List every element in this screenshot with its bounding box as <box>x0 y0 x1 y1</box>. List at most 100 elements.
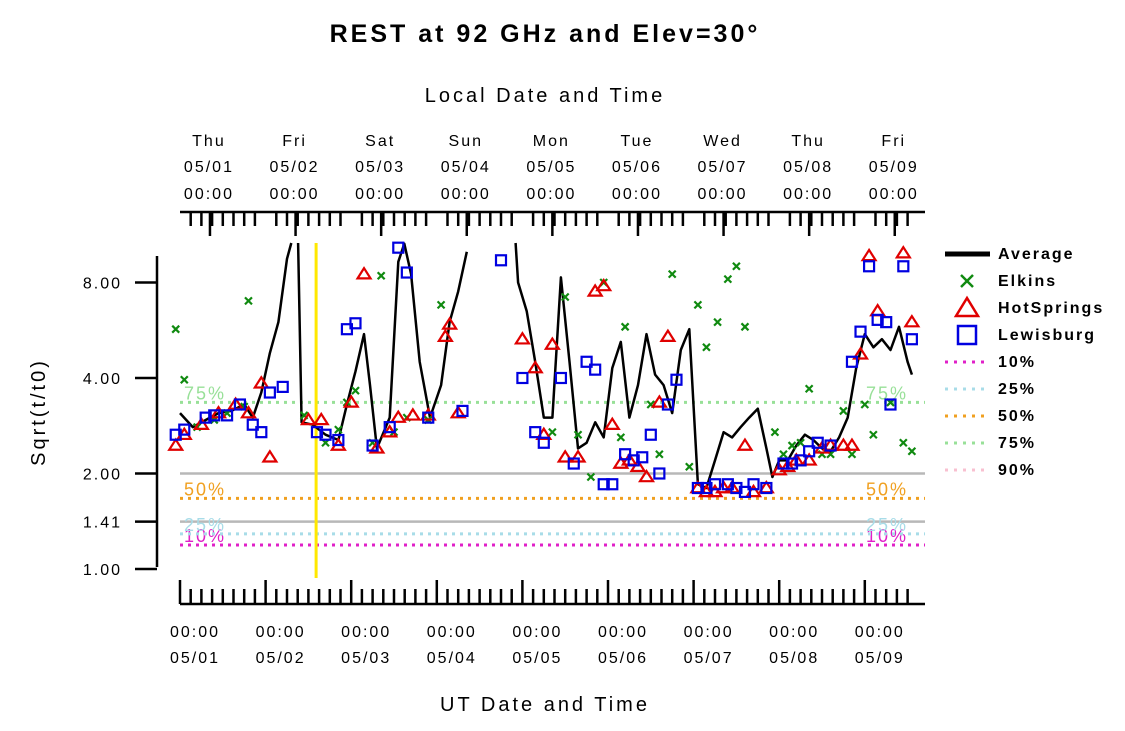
legend-label: 50% <box>998 408 1036 425</box>
top-tick-time: 00:00 <box>612 186 662 203</box>
bottom-axis-title: UT Date and Time <box>440 694 650 716</box>
series-lewisburg-point <box>760 481 773 495</box>
series-lewisburg-point <box>862 260 876 273</box>
series-hotsprings-point <box>167 437 185 451</box>
series-hotsprings-point <box>659 328 677 342</box>
bottom-tick-date: 05/04 <box>427 650 477 667</box>
series-lewisburg-point <box>700 481 713 495</box>
series-elkins-point <box>907 447 917 456</box>
top-tick-day: Sun <box>449 133 483 150</box>
legend-item-elkins: Elkins <box>960 273 1055 290</box>
top-tick-date: 05/04 <box>441 159 491 176</box>
series-elkins-point <box>770 427 780 437</box>
series-lewisburg-point <box>897 260 910 273</box>
series-hotsprings-point <box>595 277 613 292</box>
series-hotsprings-point <box>368 440 386 454</box>
series-hotsprings-point <box>355 266 373 280</box>
series-elkins-point <box>573 430 583 440</box>
series-lewisburg-point <box>494 254 508 267</box>
y-axis-title: Sqrt(t/t0) <box>28 358 50 466</box>
top-tick-time: 00:00 <box>355 186 405 203</box>
series-elkins-point <box>560 292 570 302</box>
percentile-label: 50% <box>866 479 908 499</box>
series-lewisburg-point <box>537 436 550 449</box>
legend-label: 25% <box>998 381 1036 398</box>
series-lewisburg-point <box>636 451 649 464</box>
top-tick-time: 00:00 <box>783 186 833 203</box>
top-tick-date: 05/03 <box>355 159 405 176</box>
series-hotsprings-point <box>638 468 656 483</box>
y-tick-label: 8.00 <box>83 276 122 293</box>
series-hotsprings-point <box>299 411 317 426</box>
series-elkins-point <box>436 300 446 310</box>
series-lewisburg-point <box>905 333 918 346</box>
series-lewisburg-point <box>319 428 332 441</box>
series-lewisburg-point <box>653 467 666 480</box>
series-hotsprings-point <box>239 405 257 419</box>
bottom-tick-date: 05/01 <box>170 650 220 667</box>
series-lewisburg-point <box>246 418 259 431</box>
series-lewisburg-point <box>178 423 191 436</box>
series-lewisburg-point <box>747 478 760 491</box>
bottom-tick-time: 00:00 <box>256 624 306 641</box>
series-lewisburg-point <box>794 454 807 467</box>
series-lewisburg-point <box>627 454 640 467</box>
legend-swatch <box>960 274 974 288</box>
top-tick-date: 05/05 <box>526 159 576 176</box>
series-lewisburg-point <box>803 445 816 458</box>
series-lewisburg-point <box>332 433 345 447</box>
series-elkins-point <box>616 433 626 442</box>
series-lewisburg-point <box>721 478 734 491</box>
top-tick-day: Fri <box>881 133 906 150</box>
series-lewisburg-point <box>400 266 413 279</box>
series-lewisburg-point <box>554 371 568 385</box>
top-tick-time: 00:00 <box>270 186 320 203</box>
top-tick-time: 00:00 <box>869 186 919 203</box>
series-elkins-point <box>869 430 878 440</box>
series-lewisburg-point <box>580 355 593 368</box>
legend-label: Average <box>998 246 1075 263</box>
series-elkins-point <box>732 261 741 271</box>
series-elkins-point <box>796 438 805 448</box>
series-hotsprings-point <box>449 405 467 419</box>
bottom-tick-date: 05/09 <box>855 650 905 667</box>
series-average-line <box>296 242 469 450</box>
series-lewisburg-point <box>383 421 396 434</box>
series-lewisburg-point <box>845 355 859 368</box>
percentile-label: 10% <box>866 526 908 546</box>
series-lewisburg-point <box>691 481 704 495</box>
series <box>167 241 921 498</box>
series-elkins-point <box>685 462 694 472</box>
series-hotsprings-point <box>436 328 454 342</box>
bottom-tick-time: 00:00 <box>855 624 905 641</box>
top-tick-day: Tue <box>620 133 653 150</box>
series-hotsprings-point <box>834 437 852 451</box>
bottom-tick-time: 00:00 <box>170 624 220 641</box>
series-lewisburg-point <box>366 439 379 452</box>
series-elkins-point <box>376 271 386 281</box>
percentile-label: 25% <box>866 515 908 535</box>
series-lewisburg-point <box>276 380 289 393</box>
legend-label: 90% <box>998 462 1036 479</box>
series-lewisburg-point <box>661 398 675 411</box>
series-elkins-point <box>713 317 722 327</box>
top-tick-day: Thu <box>192 133 226 150</box>
series-hotsprings-point <box>736 437 754 451</box>
series-lewisburg-point <box>871 313 884 326</box>
legend-item-percentile: 50% <box>945 408 1036 425</box>
series-lewisburg-point <box>644 428 657 441</box>
series-lewisburg-point <box>777 457 790 470</box>
percentile-lines: 10% 10%25% 25%50% 50%75% 75% <box>180 383 925 547</box>
series-lewisburg-point <box>529 426 542 439</box>
series-hotsprings-point <box>404 407 422 421</box>
series-elkins-point <box>740 322 750 332</box>
series-hotsprings-point <box>419 407 437 421</box>
series-hotsprings-point <box>779 458 797 473</box>
legend-swatch <box>953 295 981 318</box>
legend-label: 75% <box>998 435 1036 452</box>
series-elkins-point <box>655 449 664 459</box>
legend-item-percentile: 10% <box>945 354 1034 371</box>
top-tick-date: 05/01 <box>184 159 234 176</box>
series-lewisburg-point <box>730 481 743 495</box>
